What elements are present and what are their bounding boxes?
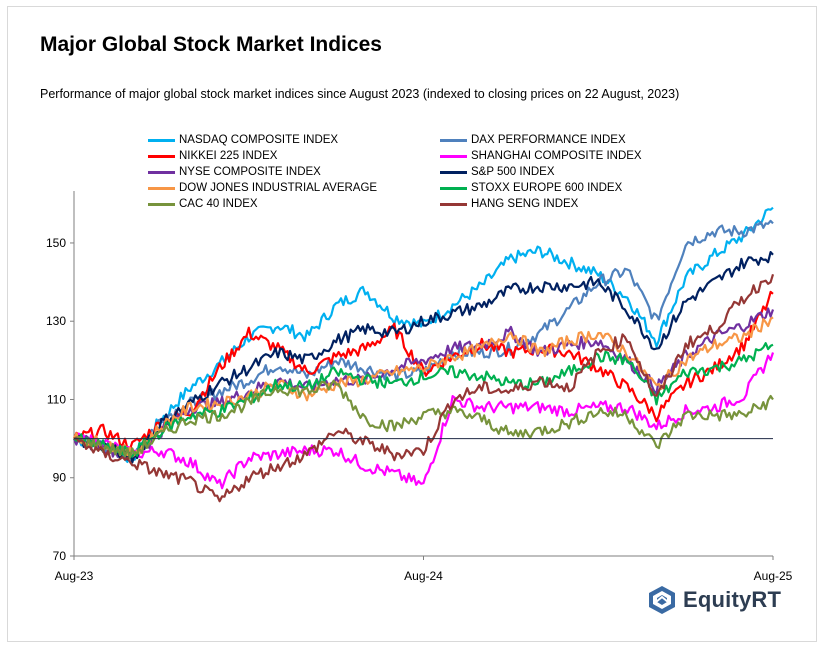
y-tick-label: 130	[46, 314, 66, 328]
series-line-nyse-composite-index	[72, 307, 775, 461]
legend-label: S&P 500 INDEX	[471, 166, 555, 178]
legend-label: STOXX EUROPE 600 INDEX	[471, 182, 623, 194]
legend-swatch	[148, 138, 175, 142]
equityrt-logo: EquityRT	[647, 585, 781, 615]
legend-swatch	[148, 154, 175, 158]
logo-text: EquityRT	[683, 587, 782, 612]
legend-item: NIKKEI 225 INDEX	[148, 148, 277, 164]
legend-item: STOXX EUROPE 600 INDEX	[440, 180, 622, 196]
chart-title: Major Global Stock Market Indices	[40, 33, 382, 56]
legend-swatch	[440, 186, 467, 190]
y-tick-label: 150	[46, 236, 66, 250]
y-tick-label: 110	[47, 392, 66, 406]
legend-label: DOW JONES INDUSTRIAL AVERAGE	[179, 182, 378, 194]
legend-item: NASDAQ COMPOSITE INDEX	[148, 132, 338, 148]
legend-swatch	[440, 138, 467, 142]
legend-label: SHANGHAI COMPOSITE INDEX	[471, 150, 642, 162]
legend-swatch	[148, 170, 175, 174]
series-line-nikkei-225-index	[72, 290, 774, 451]
y-tick-label: 70	[53, 549, 67, 563]
series-line-dow-jones-industrial-average	[73, 316, 774, 458]
series-line-hang-seng-index	[73, 273, 775, 503]
series-line-dax-performance-index	[73, 219, 774, 458]
series-line-s-p-500-index	[73, 251, 774, 464]
legend-label: HANG SENG INDEX	[471, 198, 579, 210]
legend-swatch	[440, 170, 467, 174]
legend-swatch	[148, 186, 175, 190]
x-tick-label: Aug-23	[55, 569, 94, 583]
legend-item: CAC 40 INDEX	[148, 196, 258, 212]
legend-swatch	[440, 154, 467, 158]
series-line-nasdaq-composite-index	[73, 206, 774, 463]
legend-label: DAX PERFORMANCE INDEX	[471, 134, 626, 146]
chart-subtitle: Performance of major global stock market…	[40, 87, 680, 101]
y-tick-label: 90	[53, 471, 67, 485]
legend-label: CAC 40 INDEX	[179, 198, 258, 210]
legend-item: NYSE COMPOSITE INDEX	[148, 164, 321, 180]
legend-label: NASDAQ COMPOSITE INDEX	[179, 134, 339, 146]
legend-swatch	[440, 202, 467, 206]
series-line-stoxx-europe-600-index	[73, 342, 774, 458]
legend-item: HANG SENG INDEX	[440, 196, 578, 212]
x-tick-label: Aug-24	[404, 569, 443, 583]
series-line-shanghai-composite-index	[73, 352, 775, 490]
series-line-cac-40-index	[73, 379, 774, 459]
legend-item: DAX PERFORMANCE INDEX	[440, 132, 626, 148]
legend-item: S&P 500 INDEX	[440, 164, 555, 180]
legend-label: NIKKEI 225 INDEX	[179, 150, 278, 162]
x-tick-label: Aug-25	[754, 569, 793, 583]
equityrt-logo-icon	[649, 586, 675, 614]
legend-label: NYSE COMPOSITE INDEX	[179, 166, 321, 178]
legend-swatch	[148, 202, 175, 206]
legend-item: DOW JONES INDUSTRIAL AVERAGE	[148, 180, 377, 196]
legend-item: SHANGHAI COMPOSITE INDEX	[440, 148, 642, 164]
